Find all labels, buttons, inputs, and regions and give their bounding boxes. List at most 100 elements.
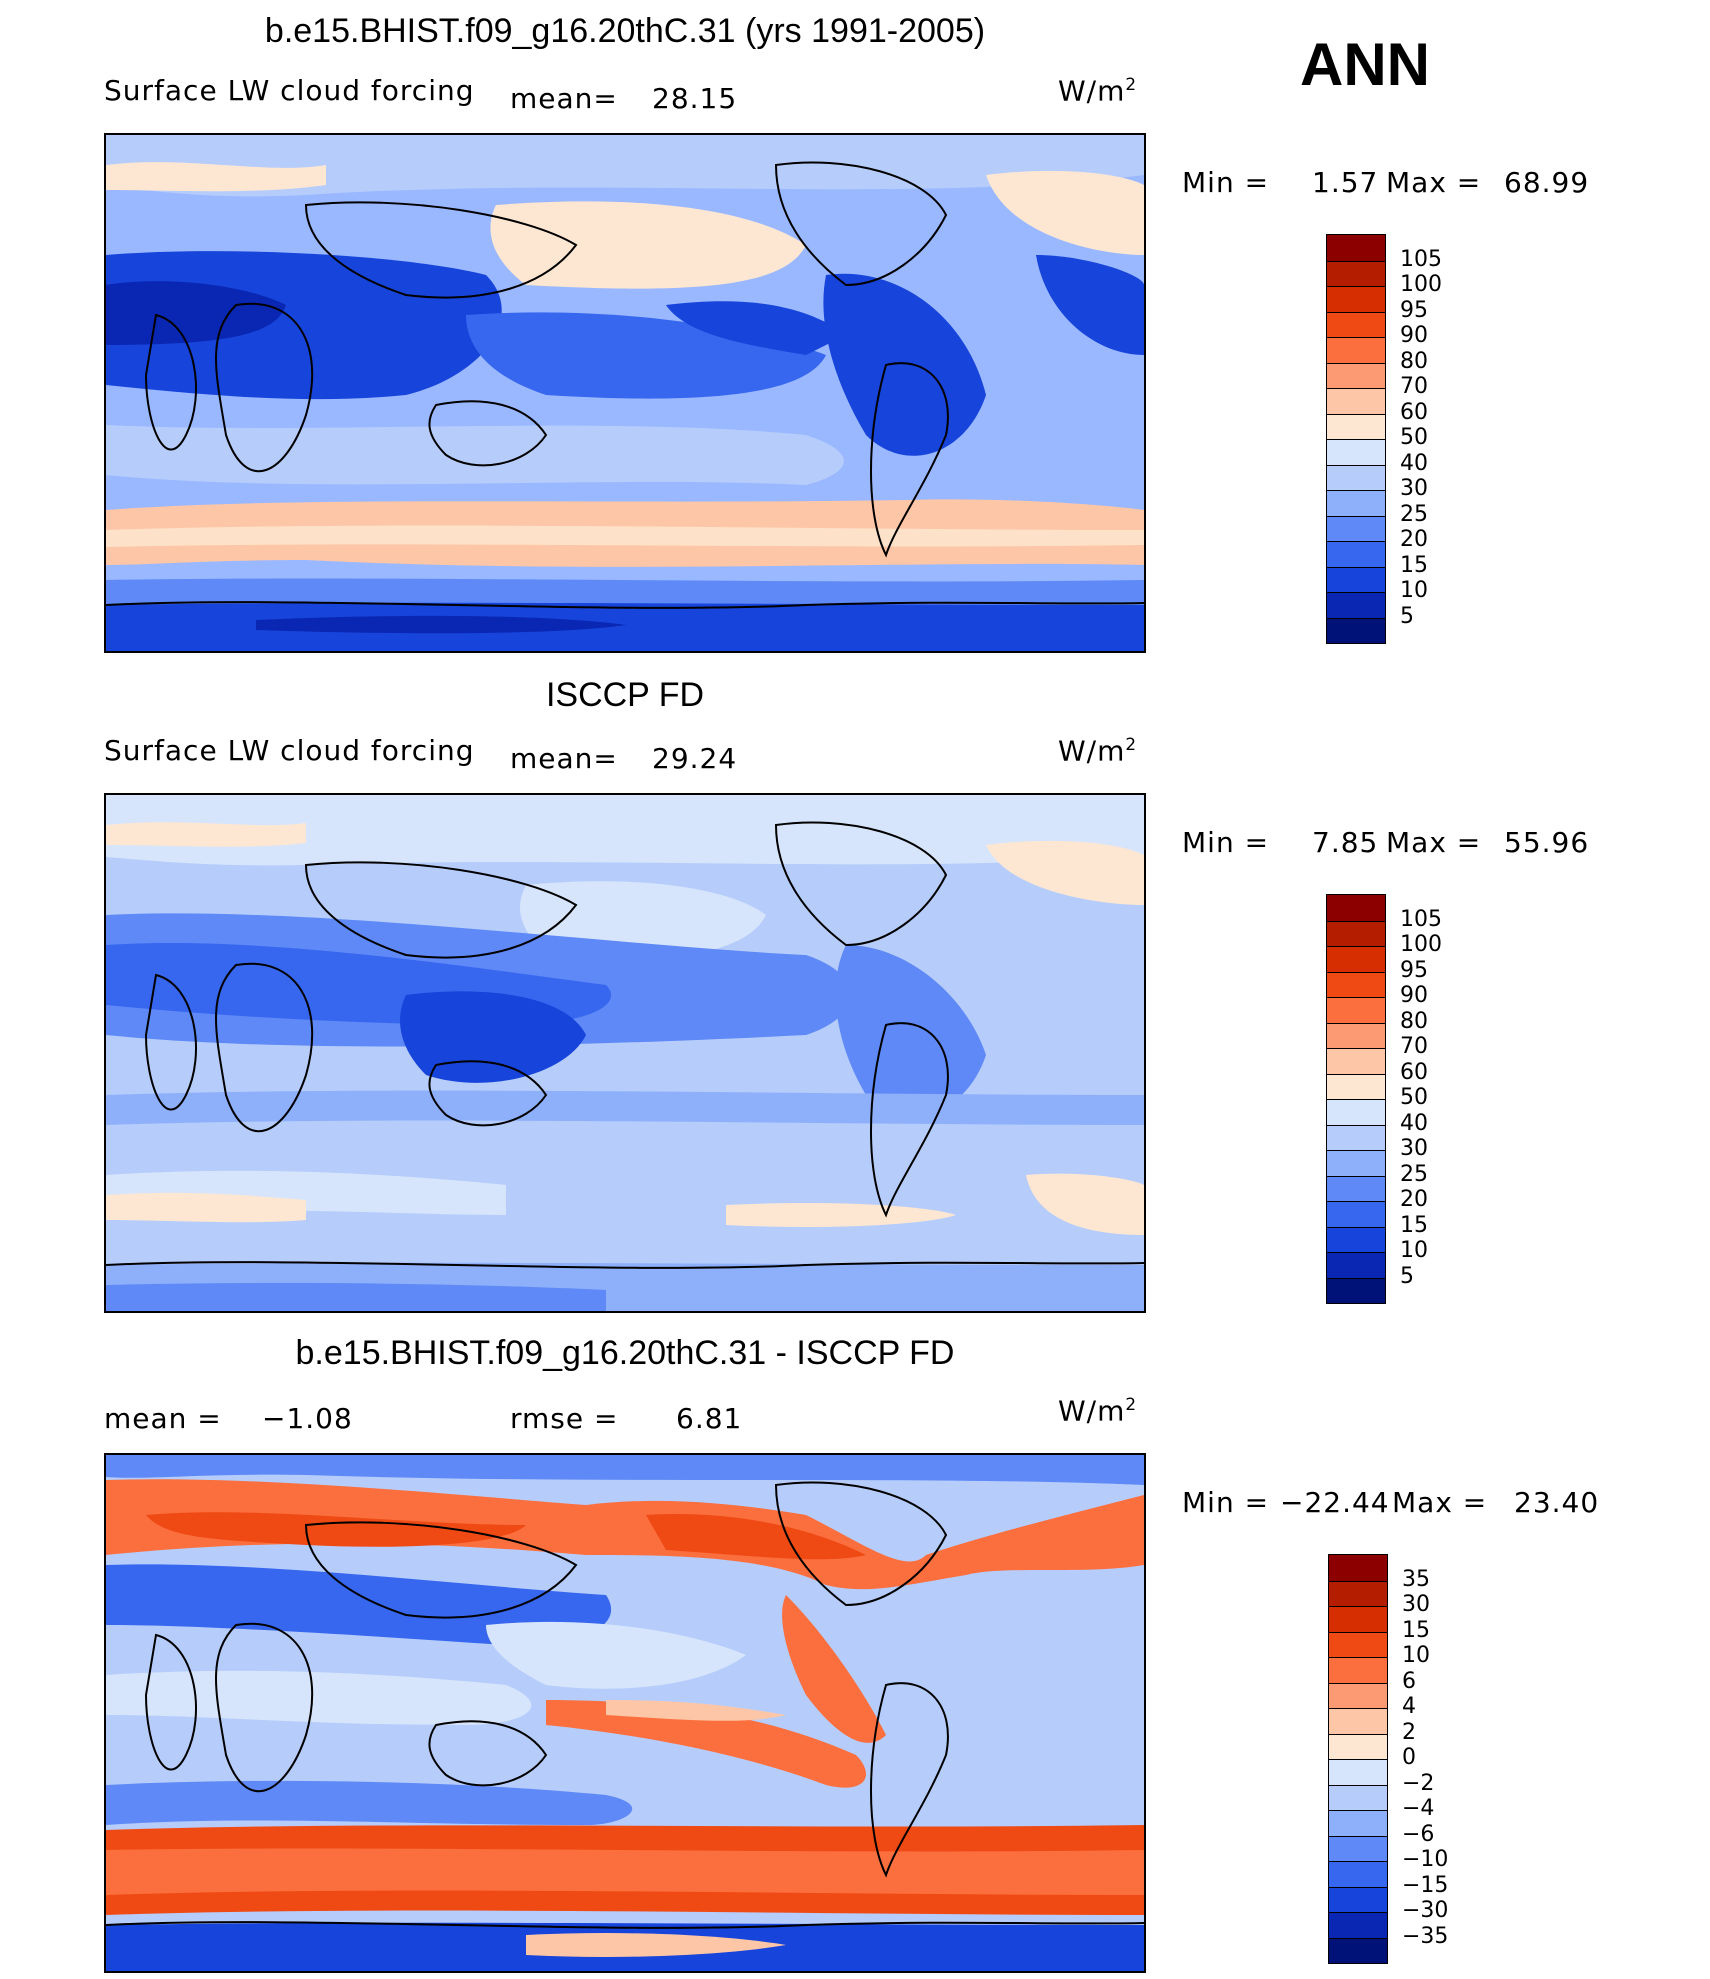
- colorbar-tick-label: 40: [1400, 1110, 1428, 1136]
- colorbar-swatch: [1329, 1784, 1387, 1810]
- panel3-rmse-label: rmse =: [510, 1402, 619, 1435]
- panel1-colorbar: [1326, 234, 1386, 644]
- colorbar-swatch: [1329, 1631, 1387, 1657]
- colorbar-swatch: [1327, 592, 1385, 618]
- colorbar-swatch: [1329, 1937, 1387, 1963]
- colorbar-tick-label: 40: [1400, 450, 1428, 476]
- panel3-min-value: −22.44: [1280, 1486, 1390, 1519]
- colorbar-swatch: [1327, 388, 1385, 414]
- panel3-rmse-value: 6.81: [676, 1402, 743, 1435]
- panel2-variable: Surface LW cloud forcing: [104, 734, 475, 767]
- colorbar-tick-label: 50: [1400, 425, 1428, 450]
- colorbar-swatch: [1329, 1657, 1387, 1683]
- colorbar-tick-label: −10: [1402, 1847, 1449, 1872]
- colorbar-swatch: [1327, 362, 1385, 388]
- colorbar-tick-label: 5: [1400, 603, 1414, 629]
- panel1-map: [104, 133, 1146, 653]
- colorbar-swatch: [1327, 286, 1385, 312]
- panel1-min-value: 1.57: [1312, 166, 1379, 199]
- colorbar-tick-label: −2: [1402, 1770, 1435, 1796]
- colorbar-tick-label: 30: [1400, 476, 1428, 501]
- colorbar-swatch: [1327, 515, 1385, 541]
- panel2-max-label: Max =: [1386, 826, 1482, 859]
- season-label: ANN: [1300, 31, 1430, 98]
- panel3-units: W/m2: [1058, 1394, 1138, 1428]
- colorbar-swatch: [1327, 1226, 1385, 1252]
- colorbar-swatch: [1329, 1759, 1387, 1785]
- colorbar-swatch: [1327, 464, 1385, 490]
- colorbar-tick-label: 100: [1400, 272, 1442, 297]
- colorbar-tick-label: 5: [1400, 1263, 1414, 1289]
- colorbar-swatch: [1327, 895, 1385, 921]
- colorbar-swatch: [1329, 1861, 1387, 1887]
- colorbar-swatch: [1327, 1073, 1385, 1099]
- colorbar-tick-label: 0: [1402, 1745, 1416, 1770]
- panel2-max-value: 55.96: [1504, 826, 1590, 859]
- panel1-map-field: [106, 135, 1144, 651]
- colorbar-swatch: [1329, 1835, 1387, 1861]
- colorbar-tick-label: 10: [1400, 1238, 1428, 1263]
- colorbar-tick-label: 30: [1400, 1136, 1428, 1161]
- panel3-max-label: Max =: [1392, 1486, 1488, 1519]
- colorbar-tick-label: 10: [1402, 1643, 1430, 1668]
- colorbar-tick-label: 60: [1400, 1059, 1428, 1085]
- colorbar-tick-label: 100: [1400, 932, 1442, 957]
- panel2-title: ISCCP FD: [545, 676, 705, 714]
- colorbar-tick-label: 25: [1400, 1161, 1428, 1187]
- colorbar-swatch: [1327, 1124, 1385, 1150]
- panel1-units: W/m2: [1058, 74, 1138, 108]
- colorbar-swatch: [1327, 413, 1385, 439]
- panel2-map-field: [106, 795, 1144, 1311]
- colorbar-tick-label: −35: [1402, 1923, 1449, 1949]
- colorbar-swatch: [1327, 1175, 1385, 1201]
- panel1-min-label: Min =: [1182, 166, 1270, 199]
- panel1-title: b.e15.BHIST.f09_g16.20thC.31 (yrs 1991-2…: [264, 12, 986, 50]
- colorbar-tick-label: 15: [1402, 1617, 1430, 1643]
- colorbar-tick-label: 15: [1400, 552, 1428, 578]
- panel3-mean-value: −1.08: [262, 1402, 353, 1435]
- colorbar-tick-label: −15: [1402, 1872, 1449, 1898]
- panel1-max-label: Max =: [1386, 166, 1482, 199]
- colorbar-swatch: [1327, 235, 1385, 261]
- colorbar-swatch: [1327, 260, 1385, 286]
- colorbar-swatch: [1327, 439, 1385, 465]
- colorbar-swatch: [1329, 1912, 1387, 1938]
- colorbar-swatch: [1327, 617, 1385, 643]
- colorbar-tick-label: 105: [1400, 246, 1442, 272]
- colorbar-tick-label: 20: [1400, 527, 1428, 552]
- colorbar-swatch: [1327, 1099, 1385, 1125]
- colorbar-swatch: [1327, 566, 1385, 592]
- panel3-title: b.e15.BHIST.f09_g16.20thC.31 - ISCCP FD: [295, 1334, 955, 1372]
- colorbar-swatch: [1327, 541, 1385, 567]
- colorbar-tick-label: 60: [1400, 399, 1428, 425]
- colorbar-tick-label: −30: [1402, 1898, 1449, 1923]
- colorbar-swatch: [1329, 1733, 1387, 1759]
- colorbar-tick-label: 4: [1402, 1694, 1416, 1719]
- panel3-min-label: Min =: [1182, 1486, 1270, 1519]
- panel2-mean-value: 29.24: [652, 742, 738, 775]
- panel2-map: [104, 793, 1146, 1313]
- panel3-map: [104, 1453, 1146, 1973]
- colorbar-swatch: [1327, 1201, 1385, 1227]
- panel3-max-value: 23.40: [1514, 1486, 1600, 1519]
- panel2-mean-label: mean=: [510, 742, 618, 775]
- colorbar-tick-label: 95: [1400, 297, 1428, 323]
- colorbar-swatch: [1327, 311, 1385, 337]
- colorbar-swatch: [1327, 997, 1385, 1023]
- colorbar-swatch: [1327, 490, 1385, 516]
- colorbar-swatch: [1329, 1886, 1387, 1912]
- colorbar-swatch: [1327, 1048, 1385, 1074]
- panel2-min-label: Min =: [1182, 826, 1270, 859]
- colorbar-tick-label: 90: [1400, 983, 1428, 1008]
- colorbar-swatch: [1329, 1606, 1387, 1632]
- colorbar-tick-label: 50: [1400, 1085, 1428, 1110]
- colorbar-tick-label: 10: [1400, 578, 1428, 603]
- colorbar-swatch: [1327, 971, 1385, 997]
- panel1-max-value: 68.99: [1504, 166, 1590, 199]
- colorbar-swatch: [1327, 1277, 1385, 1303]
- colorbar-tick-label: 80: [1400, 1008, 1428, 1034]
- panel2-min-value: 7.85: [1312, 826, 1379, 859]
- colorbar-tick-label: 80: [1400, 348, 1428, 374]
- panel1-mean-value: 28.15: [652, 82, 738, 115]
- colorbar-swatch: [1329, 1708, 1387, 1734]
